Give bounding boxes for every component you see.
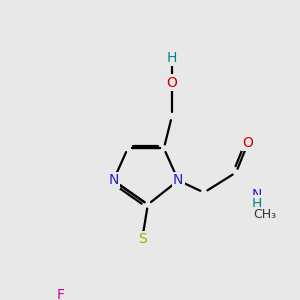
Text: N: N	[108, 173, 119, 188]
Text: F: F	[56, 288, 64, 300]
Text: S: S	[138, 232, 147, 246]
Text: H: H	[167, 51, 177, 65]
Text: CH₃: CH₃	[254, 208, 277, 221]
Text: O: O	[167, 76, 177, 90]
Text: N: N	[252, 188, 262, 202]
Text: H: H	[252, 197, 262, 211]
Text: N: N	[173, 173, 184, 188]
Text: O: O	[243, 136, 254, 150]
